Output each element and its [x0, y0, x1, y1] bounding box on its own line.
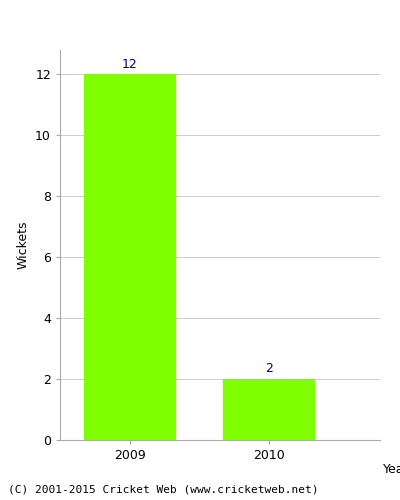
X-axis label: Year: Year	[383, 464, 400, 476]
Text: 12: 12	[122, 58, 138, 70]
Bar	[84, 74, 175, 440]
Text: 2: 2	[265, 362, 273, 376]
Y-axis label: Wickets: Wickets	[16, 221, 30, 269]
Text: (C) 2001-2015 Cricket Web (www.cricketweb.net): (C) 2001-2015 Cricket Web (www.cricketwe…	[8, 485, 318, 495]
Bar	[224, 379, 314, 440]
